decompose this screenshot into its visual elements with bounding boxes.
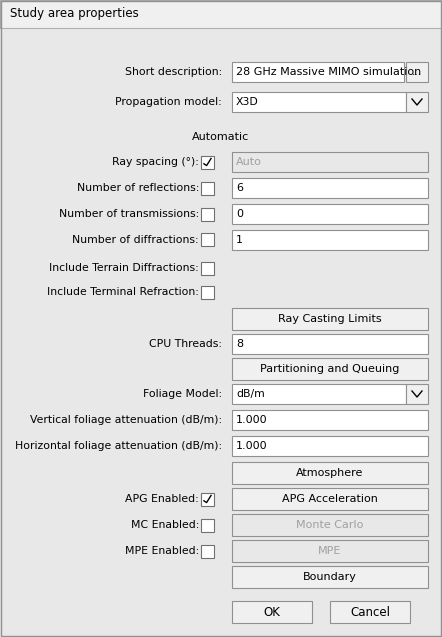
Bar (201, 545, 214, 557)
Bar (201, 182, 214, 194)
Bar (406, 62, 428, 82)
Bar (201, 208, 214, 220)
Bar (232, 334, 428, 354)
Text: Number of reflections:: Number of reflections: (76, 183, 199, 193)
Text: 1.000: 1.000 (236, 441, 267, 451)
Bar (406, 384, 428, 404)
Bar (232, 308, 428, 330)
Bar (330, 601, 410, 623)
Text: 6: 6 (236, 183, 243, 193)
Text: Partitioning and Queuing: Partitioning and Queuing (260, 364, 400, 374)
Bar (232, 92, 406, 112)
Text: 8: 8 (236, 339, 243, 349)
Text: Number of diffractions:: Number of diffractions: (72, 235, 199, 245)
Text: dB/m: dB/m (236, 389, 265, 399)
Text: MPE Enabled:: MPE Enabled: (125, 546, 199, 556)
Bar (232, 462, 428, 484)
Bar (406, 92, 428, 112)
Text: X3D: X3D (236, 97, 259, 107)
Text: Number of transmissions:: Number of transmissions: (59, 209, 199, 219)
Bar (201, 234, 214, 247)
Text: 1.000: 1.000 (236, 415, 267, 425)
Bar (232, 384, 406, 404)
Bar (201, 492, 214, 506)
Text: Ray spacing (°):: Ray spacing (°): (112, 157, 199, 167)
Bar (232, 178, 428, 198)
Bar (201, 285, 214, 299)
Bar (201, 519, 214, 531)
Text: ...: ... (412, 67, 422, 77)
Bar (201, 262, 214, 275)
Text: Include Terminal Refraction:: Include Terminal Refraction: (47, 287, 199, 297)
Bar (232, 566, 428, 588)
Text: APG Enabled:: APG Enabled: (125, 494, 199, 504)
Text: Monte Carlo: Monte Carlo (296, 520, 364, 530)
Bar (232, 62, 404, 82)
Text: Include Terrain Diffractions:: Include Terrain Diffractions: (49, 263, 199, 273)
Bar (201, 155, 214, 169)
Text: Short description:: Short description: (125, 67, 222, 77)
Text: CPU Threads:: CPU Threads: (149, 339, 222, 349)
Bar (232, 436, 428, 456)
Text: 1: 1 (236, 235, 243, 245)
Bar (232, 540, 428, 562)
Bar (232, 601, 312, 623)
Text: Vertical foliage attenuation (dB/m):: Vertical foliage attenuation (dB/m): (30, 415, 222, 425)
Text: Study area properties: Study area properties (10, 8, 139, 20)
Text: Boundary: Boundary (303, 572, 357, 582)
Bar (232, 230, 428, 250)
Text: OK: OK (263, 606, 280, 619)
Bar (232, 152, 428, 172)
Text: MC Enabled:: MC Enabled: (131, 520, 199, 530)
Text: 28 GHz Massive MIMO simulation: 28 GHz Massive MIMO simulation (236, 67, 421, 77)
Text: Auto: Auto (236, 157, 262, 167)
Text: 0: 0 (236, 209, 243, 219)
Bar (232, 410, 428, 430)
Bar (232, 358, 428, 380)
Text: Atmosphere: Atmosphere (296, 468, 364, 478)
Bar (232, 514, 428, 536)
Bar (0, 0, 442, 28)
Text: Cancel: Cancel (350, 606, 390, 619)
Text: Automatic: Automatic (192, 132, 250, 142)
Text: Horizontal foliage attenuation (dB/m):: Horizontal foliage attenuation (dB/m): (15, 441, 222, 451)
Text: Foliage Model:: Foliage Model: (143, 389, 222, 399)
Text: Ray Casting Limits: Ray Casting Limits (278, 314, 382, 324)
Bar (232, 488, 428, 510)
Text: APG Acceleration: APG Acceleration (282, 494, 378, 504)
Bar (232, 204, 428, 224)
Text: Propagation model:: Propagation model: (115, 97, 222, 107)
Text: MPE: MPE (318, 546, 342, 556)
